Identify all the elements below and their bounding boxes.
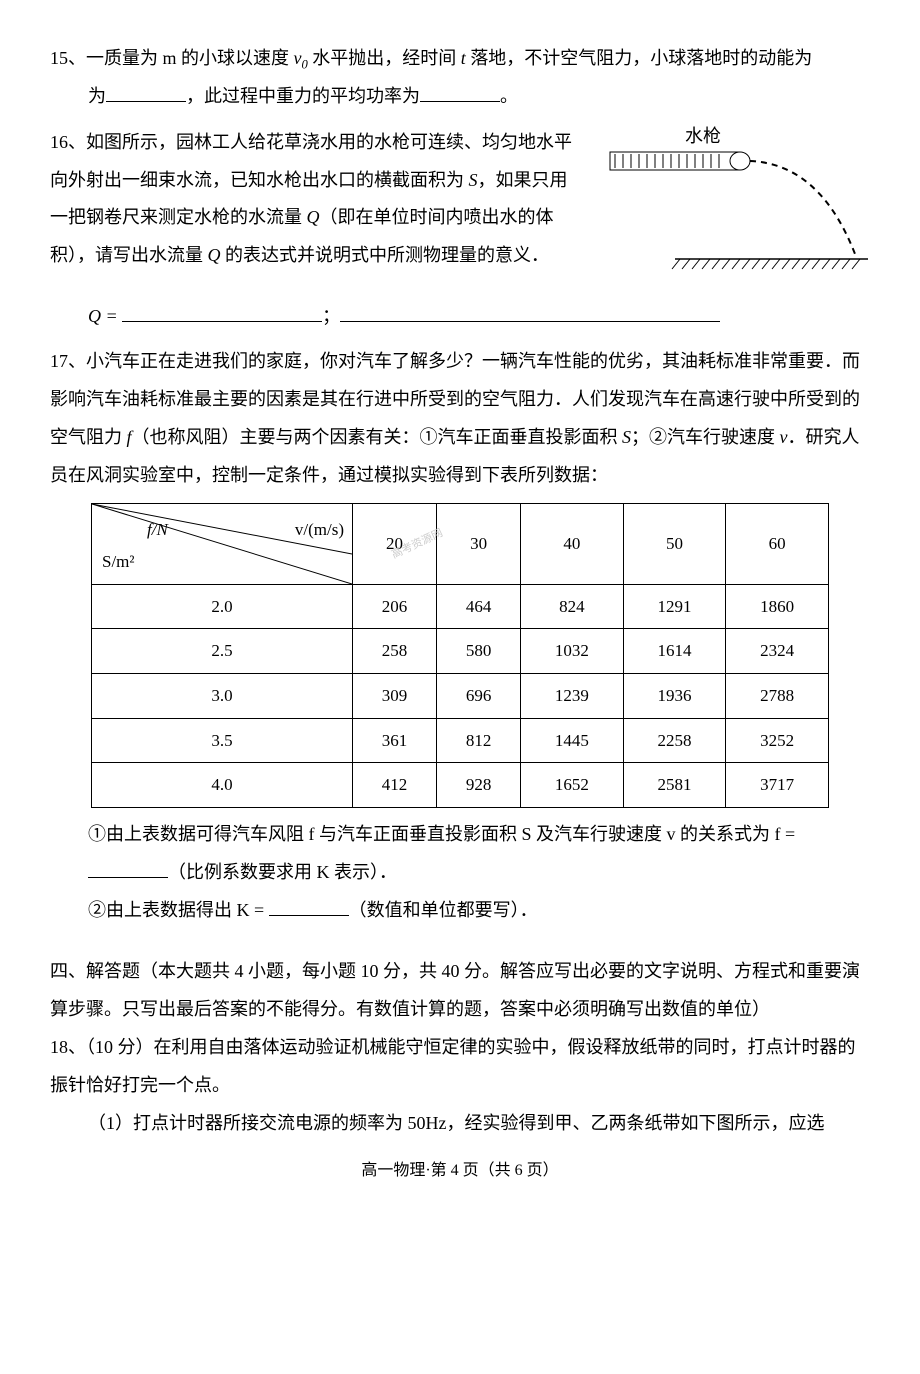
q17-data-table: f/N v/(m/s) S/m² 20 30 40 50 60 2.0 206 …	[91, 503, 829, 808]
row-s-0: 2.0	[92, 584, 353, 629]
question-16: 水枪	[50, 124, 870, 336]
cell: 1445	[521, 718, 624, 763]
q16-blank-formula[interactable]	[122, 301, 322, 322]
q17-sub2: ②由上表数据得出 K = （数值和单位都要写）．	[50, 892, 870, 930]
row-s-2: 3.0	[92, 673, 353, 718]
q15-text-b: 水平抛出，经时间	[308, 48, 461, 68]
q16-semicolon: ；	[322, 306, 340, 326]
question-17: 17、小汽车正在走进我们的家庭，你对汽车了解多少？一辆汽车性能的优劣，其油耗标准…	[50, 343, 870, 929]
q17-blank-k[interactable]	[269, 895, 349, 916]
q18-pts: （10 分）	[86, 1037, 154, 1057]
cell: 2258	[623, 718, 726, 763]
diag-label-s: S/m²	[102, 544, 135, 580]
cell: 258	[353, 629, 437, 674]
cell: 928	[437, 763, 521, 808]
col-h-3: 50	[623, 503, 726, 584]
q18-p1: 在利用自由落体运动验证机械能守恒定律的实验中，假设释放纸带的同时，打点计时器的振…	[50, 1037, 856, 1095]
q17-S: S	[622, 427, 631, 447]
q15-blank-1[interactable]	[106, 81, 186, 102]
row-s-4: 4.0	[92, 763, 353, 808]
cell: 1291	[623, 584, 726, 629]
table-header-row: f/N v/(m/s) S/m² 20 30 40 50 60	[92, 503, 829, 584]
cell: 696	[437, 673, 521, 718]
table-row: 3.0 309 696 1239 1936 2788	[92, 673, 829, 718]
q17-p1b: （也称风阻）主要与两个因素有关：①汽车正面垂直投影面积	[132, 427, 623, 447]
cell: 1936	[623, 673, 726, 718]
cell: 206	[353, 584, 437, 629]
table-row: 3.5 361 812 1445 2258 3252	[92, 718, 829, 763]
cell: 2788	[726, 673, 829, 718]
question-18: 18、（10 分）在利用自由落体运动验证机械能守恒定律的实验中，假设释放纸带的同…	[50, 1029, 870, 1142]
cell: 1860	[726, 584, 829, 629]
q16-number: 16、	[50, 132, 86, 152]
q17-sub1b: （比例系数要求用 K 表示）．	[168, 862, 397, 882]
section-4-text: 四、解答题（本大题共 4 小题，每小题 10 分，共 40 分。解答应写出必要的…	[50, 961, 860, 1019]
q16-equation-line: Q = ；	[50, 298, 870, 336]
q18-number: 18、	[50, 1037, 86, 1057]
page-footer: 高一物理·第 4 页（共 6 页）	[50, 1154, 870, 1188]
q16-S: S	[469, 170, 478, 190]
q16-Q: Q	[307, 207, 320, 227]
q15-line2: 为，此过程中重力的平均功率为。	[50, 78, 870, 116]
q18-sub1-text: （1）打点计时器所接交流电源的频率为 50Hz，经实验得到甲、乙两条纸带如下图所…	[88, 1113, 824, 1133]
fig-label-text: 水枪	[685, 126, 721, 146]
diag-label-f: f/N	[147, 512, 168, 548]
q15-text-a: 一质量为 m 的小球以速度	[86, 48, 294, 68]
q15-v0: v	[294, 48, 302, 68]
q16-blank-explain[interactable]	[340, 301, 720, 322]
col-h-2: 40	[521, 503, 624, 584]
q16-Q2: Q	[208, 245, 221, 265]
cell: 1652	[521, 763, 624, 808]
q18-sub1: （1）打点计时器所接交流电源的频率为 50Hz，经实验得到甲、乙两条纸带如下图所…	[50, 1105, 870, 1143]
table-row: 4.0 412 928 1652 2581 3717	[92, 763, 829, 808]
q17-p1c: ；②汽车行驶速度	[631, 427, 780, 447]
q15-text-d: ，此过程中重力的平均功率为	[186, 86, 420, 106]
col-h-0: 20	[353, 503, 437, 584]
cell: 1032	[521, 629, 624, 674]
cell: 824	[521, 584, 624, 629]
question-15: 15、一质量为 m 的小球以速度 v0 水平抛出，经时间 t 落地，不计空气阻力…	[50, 40, 870, 116]
q16-figure: 水枪	[590, 124, 870, 298]
q17-sub2b: （数值和单位都要写）．	[349, 900, 538, 920]
cell: 3717	[726, 763, 829, 808]
cell: 1239	[521, 673, 624, 718]
q15-blank-2[interactable]	[420, 81, 500, 102]
q15-text-c: 落地，不计空气阻力，小球落地时的动能为	[466, 48, 813, 68]
cell: 464	[437, 584, 521, 629]
q17-number: 17、	[50, 351, 86, 371]
q15-text-e: 。	[500, 86, 518, 106]
q16-eq-label: Q =	[88, 306, 122, 326]
cell: 812	[437, 718, 521, 763]
cell: 2581	[623, 763, 726, 808]
cell: 361	[353, 718, 437, 763]
cell: 2324	[726, 629, 829, 674]
diag-label-v: v/(m/s)	[295, 512, 344, 548]
table-row: 2.0 206 464 824 1291 1860	[92, 584, 829, 629]
q15-number: 15、	[50, 48, 86, 68]
row-s-1: 2.5	[92, 629, 353, 674]
q17-sub1a: ①由上表数据可得汽车风阻 f 与汽车正面垂直投影面积 S 及汽车行驶速度 v 的…	[88, 824, 795, 844]
cell: 580	[437, 629, 521, 674]
table-diag-header: f/N v/(m/s) S/m²	[92, 503, 353, 584]
col-h-1: 30	[437, 503, 521, 584]
cell: 1614	[623, 629, 726, 674]
q17-blank-f[interactable]	[88, 857, 168, 878]
q16-p1d: 的表达式并说明式中所测物理量的意义．	[221, 245, 550, 265]
cell: 3252	[726, 718, 829, 763]
cell: 309	[353, 673, 437, 718]
row-s-3: 3.5	[92, 718, 353, 763]
q17-sub1: ①由上表数据可得汽车风阻 f 与汽车正面垂直投影面积 S 及汽车行驶速度 v 的…	[50, 816, 870, 892]
q17-sub2a: ②由上表数据得出 K =	[88, 900, 269, 920]
col-h-4: 60	[726, 503, 829, 584]
section-4-heading: 四、解答题（本大题共 4 小题，每小题 10 分，共 40 分。解答应写出必要的…	[50, 953, 870, 1029]
q17-v: v	[780, 427, 788, 447]
cell: 412	[353, 763, 437, 808]
table-row: 2.5 258 580 1032 1614 2324	[92, 629, 829, 674]
